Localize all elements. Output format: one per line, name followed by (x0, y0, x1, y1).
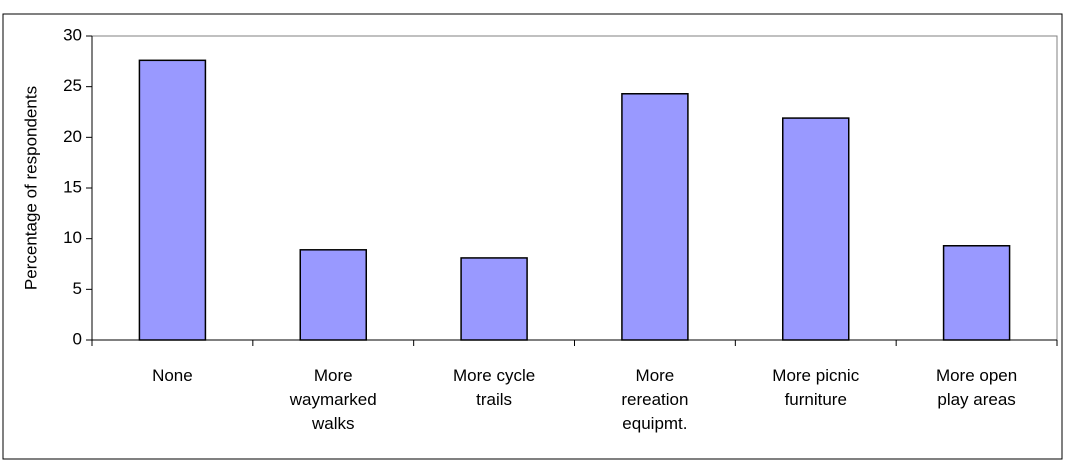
y-tick-label: 5 (73, 279, 82, 298)
y-tick-label: 30 (63, 25, 82, 44)
bar (942, 245, 1011, 341)
x-tick-label: More cycle trails (452, 366, 536, 409)
y-tick-label: 10 (63, 228, 82, 247)
bar (621, 93, 689, 341)
x-tick-label: More open play areas (935, 366, 1018, 409)
x-tick-label: More rereation equipmt. (621, 366, 689, 433)
y-tick-label: 20 (63, 127, 82, 146)
bar (138, 59, 207, 341)
y-tick-label: 25 (63, 76, 82, 95)
y-tick-label: 0 (73, 329, 82, 348)
y-tick-label: 15 (63, 177, 82, 196)
x-tick-label: More waymarked walks (289, 366, 377, 433)
bar (460, 257, 528, 341)
x-tick-label: None (152, 366, 193, 385)
bar (782, 117, 850, 341)
x-tick-label: More picnic furniture (772, 366, 860, 409)
bar (299, 249, 367, 341)
plot-area (91, 35, 1058, 341)
y-axis-label: Percentage of respondents (21, 86, 40, 290)
